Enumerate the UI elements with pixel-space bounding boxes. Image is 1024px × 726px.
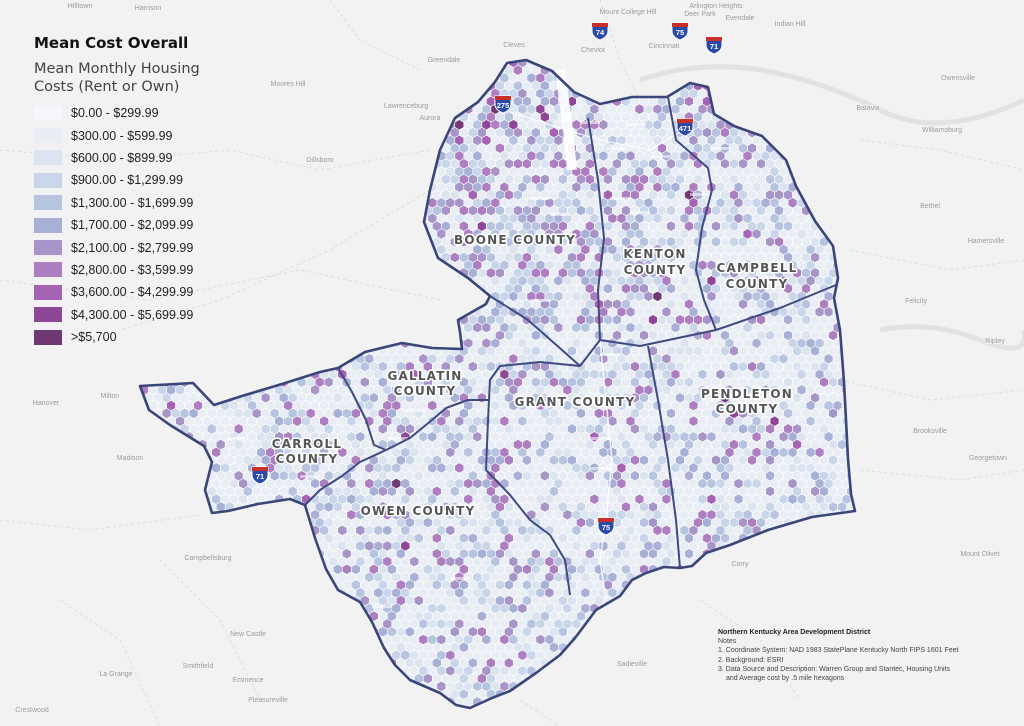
place-label: New Castle [230, 631, 266, 638]
basemap-boundary-line [859, 139, 1024, 171]
place-label: Mount Olivet [960, 551, 999, 558]
place-label: Ripley [985, 338, 1005, 345]
place-label: Eminence [232, 677, 263, 684]
place-label: Crestwood [15, 707, 49, 714]
place-label: Cincinnati [649, 43, 680, 50]
place-label: Lawrenceburg [384, 103, 428, 110]
place-label: Greendale [428, 57, 461, 64]
place-label: Batavia [856, 105, 879, 112]
basemap-boundary-line [849, 249, 1024, 271]
place-label: Georgetown [969, 455, 1007, 462]
place-label: Pleasureville [248, 697, 288, 704]
place-label: Deer Park [684, 11, 716, 18]
place-label: Campbellsburg [184, 555, 231, 562]
place-label: Owensville [941, 75, 975, 82]
basemap-boundary-line [699, 599, 801, 701]
place-label: Mount College Hill [600, 9, 657, 16]
place-label: Cleves [503, 42, 525, 49]
place-label: Hilltown [68, 3, 93, 10]
place-label: Corry [731, 561, 749, 568]
place-label: Evendale [725, 15, 754, 22]
place-label: Felicity [905, 298, 927, 305]
place-label: Bethel [920, 203, 940, 210]
basemap-boundary-line [159, 559, 261, 701]
place-label: Madison [117, 455, 144, 462]
basemap-boundary-line [0, 149, 431, 171]
place-label: Cheviot [581, 47, 605, 54]
basemap-boundary-line [519, 699, 561, 726]
place-label: Arlington Heights [689, 3, 743, 10]
place-label: Aurora [419, 115, 440, 122]
place-label: Harrison [135, 5, 162, 12]
place-label: La Grange [99, 671, 132, 678]
basemap-places: Hilltown Harrison Mount College Hill Arling… [14, 2, 1008, 715]
place-label: Moores Hill [270, 81, 305, 88]
ohio-river [879, 324, 1024, 351]
place-label: Brooksville [913, 428, 947, 435]
place-label: Williamsburg [922, 127, 962, 134]
basemap-boundary-line [329, 0, 421, 71]
place-label: Hamersville [968, 238, 1005, 245]
basemap-boundary-line [119, 189, 431, 331]
place-label: Hanover [33, 400, 60, 407]
place-label: Indian Hill [775, 21, 806, 28]
basemap-boundary-line [839, 379, 1024, 401]
place-label: Sadieville [617, 661, 647, 668]
place-label: Smithfield [183, 663, 214, 670]
basemap-boundary-line [0, 514, 201, 531]
place-label: Dillsboro [306, 157, 333, 164]
basemap-boundary-line [59, 599, 161, 726]
ohio-river [639, 64, 1024, 126]
place-label: Milton [101, 393, 120, 400]
